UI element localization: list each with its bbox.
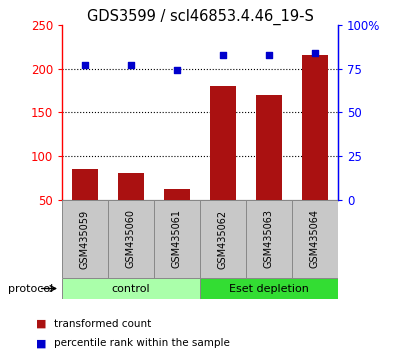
Bar — [62, 278, 200, 299]
Text: GSM435061: GSM435061 — [172, 210, 182, 268]
Text: GSM435063: GSM435063 — [264, 210, 274, 268]
Bar — [246, 200, 292, 278]
Bar — [108, 200, 154, 278]
Text: Eset depletion: Eset depletion — [229, 284, 309, 293]
Text: ■: ■ — [36, 338, 46, 348]
Point — [220, 52, 226, 57]
Bar — [62, 200, 108, 278]
Text: GSM435064: GSM435064 — [310, 210, 320, 268]
Bar — [118, 173, 144, 200]
Bar — [302, 56, 328, 200]
Bar — [292, 200, 338, 278]
Bar — [154, 200, 200, 278]
Bar — [256, 95, 282, 200]
Text: GSM435062: GSM435062 — [218, 209, 228, 269]
Bar — [164, 189, 190, 200]
Text: protocol: protocol — [8, 284, 53, 293]
Point — [128, 62, 134, 68]
Text: control: control — [112, 284, 150, 293]
Point — [82, 62, 88, 68]
Point — [266, 52, 272, 57]
Bar — [72, 169, 98, 200]
Point — [312, 50, 318, 56]
Text: transformed count: transformed count — [54, 319, 151, 329]
Text: GSM435060: GSM435060 — [126, 210, 136, 268]
Text: ■: ■ — [36, 319, 46, 329]
Text: GSM435059: GSM435059 — [80, 209, 90, 269]
Bar — [200, 200, 246, 278]
Bar — [200, 278, 338, 299]
Text: GDS3599 / scl46853.4.46_19-S: GDS3599 / scl46853.4.46_19-S — [86, 9, 314, 25]
Point — [174, 68, 180, 73]
Bar — [210, 86, 236, 200]
Text: percentile rank within the sample: percentile rank within the sample — [54, 338, 230, 348]
